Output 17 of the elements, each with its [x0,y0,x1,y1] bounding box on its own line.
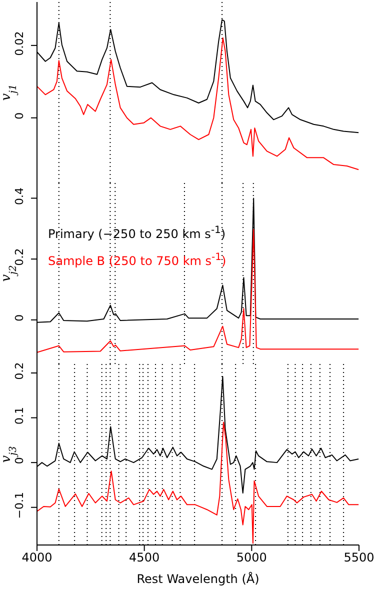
y-tick-label: 0.2 [13,248,26,266]
y-tick-label: 0.1 [13,407,26,425]
x-tick-label: 5000 [236,550,267,565]
y-tick-label: 0.02 [13,31,26,56]
y-tick-label: 0.4 [13,187,26,205]
text: Sample B (250 to 750 km s$^{-1}$) [48,251,226,270]
text: Primary (−250 to 250 km s$^{-1}$) [48,224,226,243]
x-axis-title: Rest Wavelength (Å) [136,571,260,586]
x-tick-label: 4500 [129,550,160,565]
y-tick-label: 0 [13,314,26,322]
x-tick-label: 4000 [22,550,52,565]
x-tick-label: 5500 [344,550,374,565]
y-tick-label: 0.2 [13,362,26,380]
line-series [37,37,359,170]
y-tick-label: 0 [13,112,26,120]
y-tick-label: 0 [13,457,26,464]
y-tick-label: −0.1 [13,492,26,519]
